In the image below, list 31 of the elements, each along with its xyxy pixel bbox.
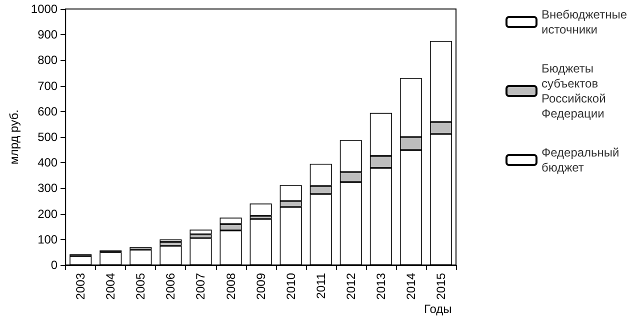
x-tick-label: 2011 <box>314 272 328 299</box>
y-tick-label: 900 <box>38 28 58 42</box>
y-tick-label: 400 <box>38 156 58 170</box>
x-tick-label: 2005 <box>134 272 148 300</box>
legend-label: Бюджеты субъектов Российской Федерации <box>541 62 606 120</box>
x-tick-label: 2006 <box>164 272 178 300</box>
y-tick-label: 0 <box>50 258 58 272</box>
x-tick-label: 2008 <box>224 272 238 300</box>
y-tick-label: 200 <box>38 206 58 221</box>
x-tick-label: 2012 <box>344 272 358 300</box>
x-tick-label: 2004 <box>104 272 118 300</box>
legend-label: Внебюджетные источники <box>541 8 628 36</box>
y-axis-title: млрд руб. <box>7 110 21 164</box>
x-tick-label: 2013 <box>374 272 388 300</box>
bar <box>250 204 272 216</box>
y-tick-label: 1000 <box>30 2 58 16</box>
x-axis-title: Годы <box>424 302 452 316</box>
x-tick-label: 2014 <box>404 272 418 300</box>
x-tick-label: 2003 <box>74 272 88 300</box>
y-tick-label: 300 <box>38 181 58 196</box>
y-tick-label: 100 <box>38 232 58 246</box>
x-tick-label: 2015 <box>434 272 448 300</box>
x-tick-label: 2009 <box>254 272 268 300</box>
x-tick-label: 2010 <box>284 272 298 300</box>
x-tick-label: 2007 <box>194 272 208 300</box>
bar <box>190 230 212 234</box>
y-tick-label: 700 <box>38 78 58 93</box>
y-tick-label: 600 <box>38 104 58 118</box>
legend-label: Федеральный бюджет <box>541 146 620 174</box>
y-tick-label: 500 <box>38 130 58 144</box>
y-tick-label: 800 <box>38 53 58 68</box>
